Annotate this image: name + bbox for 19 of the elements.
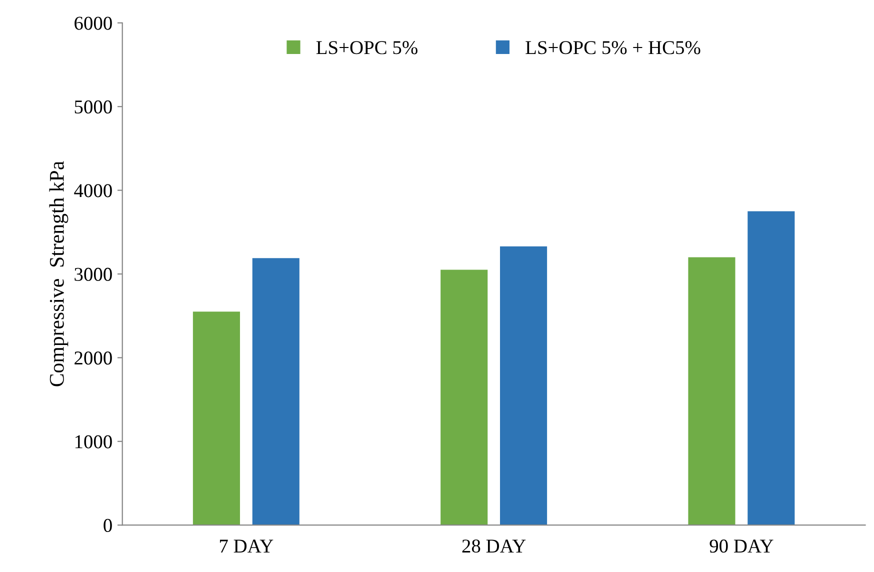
bar	[252, 258, 300, 526]
y-tick-label: 1000	[75, 435, 112, 448]
y-tick-label: 0	[104, 518, 112, 532]
bar	[440, 270, 488, 526]
x-tick-label: 28 DAY	[462, 540, 526, 553]
x-tick-label: 7 DAY	[220, 540, 274, 553]
y-tick-label: 4000	[74, 184, 112, 198]
y-tick-label: 3000	[74, 268, 112, 281]
legend-label: LS+OPC 5% + HC5%	[526, 41, 700, 54]
y-tick-label: 2000	[74, 352, 112, 365]
y-tick-label: 5000	[74, 100, 112, 114]
legend-label: LS+OPC 5%	[316, 41, 418, 54]
bar	[500, 246, 548, 526]
bar	[748, 211, 795, 526]
y-tick-label: 6000	[74, 16, 112, 30]
bar	[192, 312, 240, 526]
y-axis-title: Compressive Strength kPa	[49, 161, 68, 386]
bar	[688, 257, 736, 526]
x-tick-label: 90 DAY	[710, 540, 774, 553]
